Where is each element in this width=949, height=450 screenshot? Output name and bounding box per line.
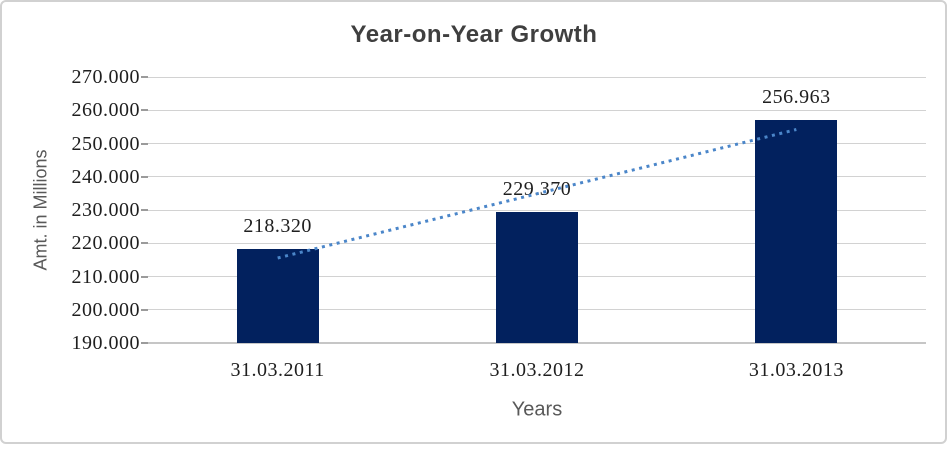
bar: [755, 120, 838, 343]
y-tick-label: 210.000: [71, 265, 140, 288]
y-axis-tick: [141, 109, 148, 112]
y-tick-label: 250.000: [71, 132, 140, 155]
bar: [236, 248, 319, 343]
gridline: [148, 76, 926, 78]
y-axis-tick: [141, 308, 148, 311]
x-axis-line: [148, 342, 926, 344]
bar-value-label: 229.370: [502, 178, 572, 201]
bar-value-label: 256.963: [762, 86, 831, 109]
y-axis-tick: [141, 209, 148, 211]
y-tick-label: 270.000: [71, 66, 140, 88]
y-axis-tick: [141, 275, 148, 278]
y-tick-label: 200.000: [71, 298, 140, 321]
x-tick-label: 31.03.2012: [489, 359, 585, 381]
y-tick-label: 260.000: [71, 99, 140, 122]
x-axis-title: Years: [511, 398, 563, 421]
y-axis-tick: [141, 242, 148, 245]
y-axis-tick: [141, 76, 148, 78]
bar-value-label: 218.320: [243, 214, 312, 237]
y-axis-tick: [141, 175, 148, 178]
chart-title: Year-on-Year Growth: [350, 21, 598, 48]
y-axis-tick: [141, 342, 148, 344]
gridline: [148, 109, 926, 111]
x-tick-label: 31.03.2011: [230, 359, 325, 381]
y-tick-label: 190.000: [71, 332, 140, 354]
y-axis-tick: [141, 142, 148, 145]
y-tick-label: 240.000: [71, 165, 140, 188]
y-tick-label: 230.000: [71, 199, 140, 221]
y-tick-label: 220.000: [71, 232, 140, 255]
x-tick-label: 31.03.2013: [748, 359, 844, 381]
bar: [496, 212, 578, 343]
